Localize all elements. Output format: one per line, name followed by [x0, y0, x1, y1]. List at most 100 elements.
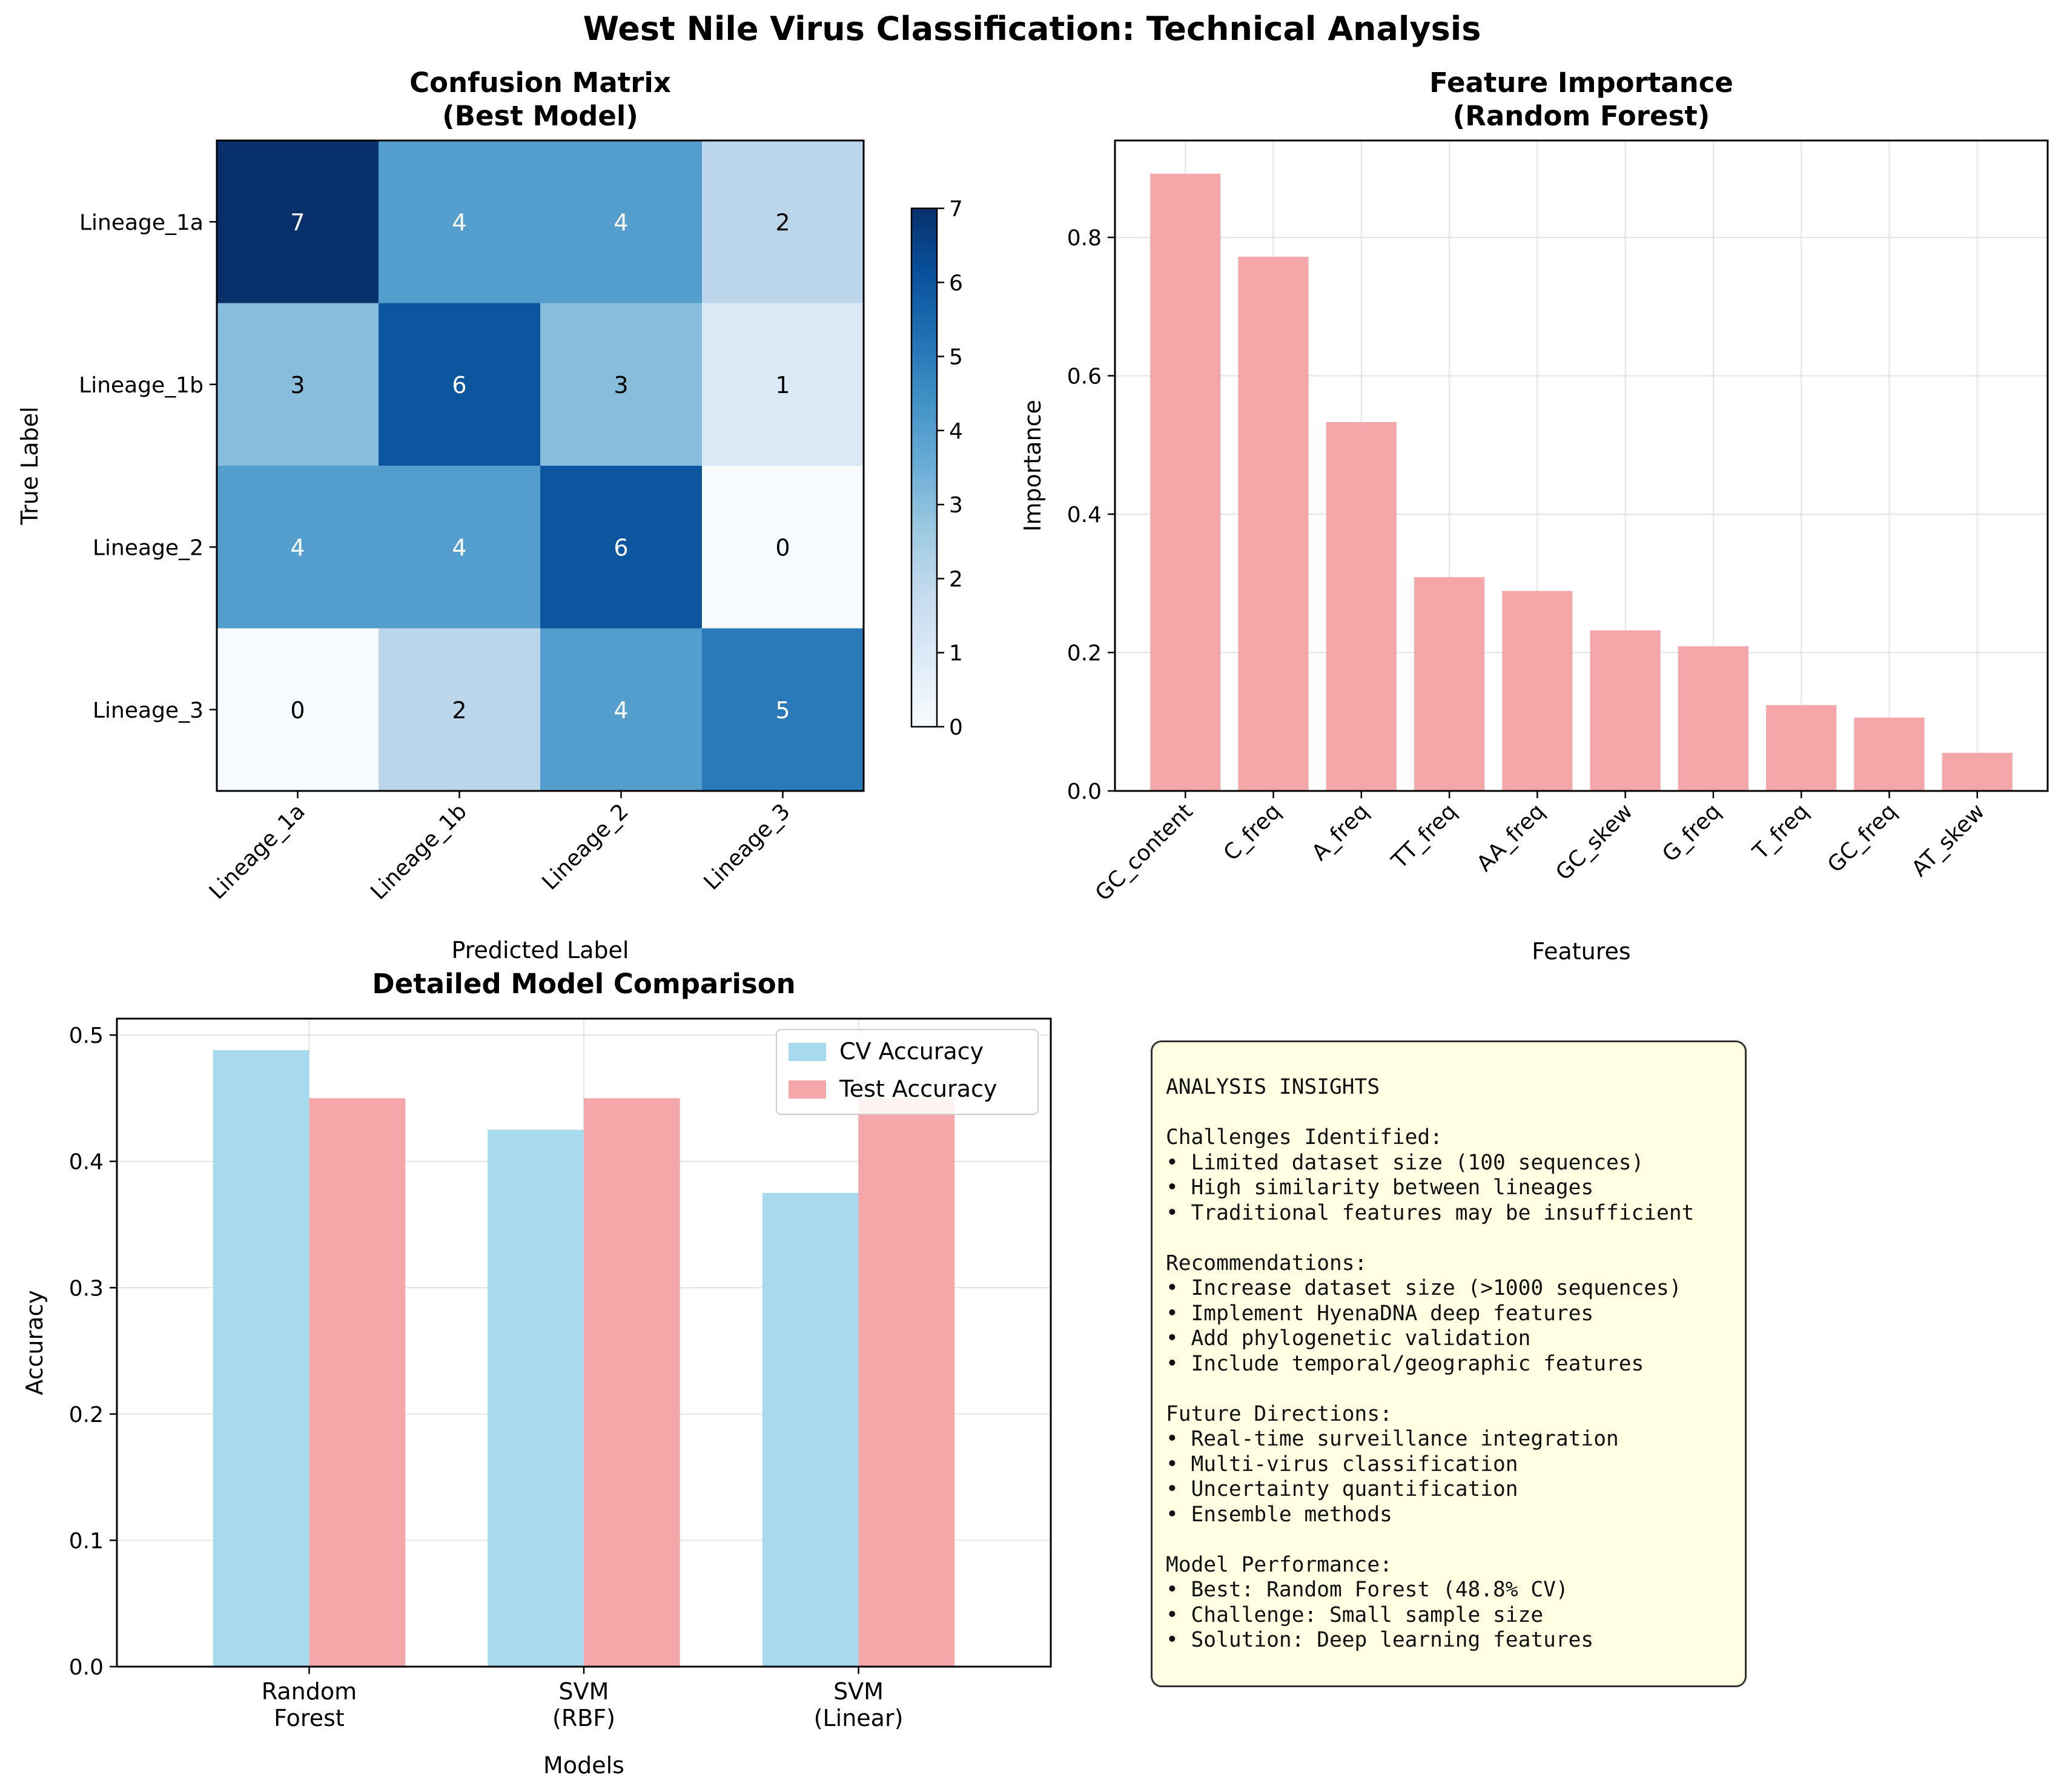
y-tick-label: 0.2 — [69, 1403, 104, 1427]
heatmap-cell — [217, 628, 379, 792]
heatmap-cell-label: 1 — [775, 372, 790, 398]
y-tick-label: 0.1 — [69, 1529, 104, 1553]
x-tick-label: Lineage_1a — [205, 799, 310, 904]
insight-line: Recommendations: — [1166, 1251, 1368, 1275]
insight-line: • Challenge: Small sample size — [1166, 1602, 1544, 1627]
insight-line — [1166, 1226, 1732, 1251]
heatmap-cell-label: 4 — [614, 697, 628, 724]
x-tick-label: SVM — [559, 1678, 609, 1705]
x-tick-label: GC_content — [1091, 799, 1198, 906]
insight-line: • Traditional features may be insufficie… — [1166, 1200, 1695, 1225]
heatmap-frame — [216, 139, 865, 792]
x-tick-label: Random — [262, 1678, 357, 1705]
x-tick-label: AA_freq — [1472, 799, 1550, 876]
legend-swatch — [789, 1080, 826, 1099]
heatmap-cell-label: 6 — [452, 372, 466, 398]
x-tick-label: Lineage_2 — [537, 799, 633, 894]
heatmap-cell-label: 5 — [775, 697, 790, 724]
heatmap-cell-label: 2 — [452, 697, 466, 724]
heatmap-cell — [540, 303, 703, 466]
chart-title: Detailed Model Comparison — [372, 968, 795, 1000]
insight-line: • Best: Random Forest (48.8% CV) — [1166, 1578, 1569, 1602]
insight-line: • High similarity between lineages — [1166, 1175, 1594, 1200]
x-axis-label: Predicted Label — [452, 937, 629, 964]
insight-line: • Limited dataset size (100 sequences) — [1166, 1150, 1644, 1175]
insight-line — [1166, 1100, 1732, 1126]
heatmap-cell — [379, 303, 541, 466]
y-tick-label: Lineage_1b — [79, 373, 203, 398]
heatmap-cell-label: 4 — [452, 534, 466, 561]
x-tick-label: AT_skew — [1907, 799, 1990, 881]
y-tick-label: Lineage_2 — [93, 535, 203, 560]
x-tick-label: G_freq — [1658, 799, 1725, 867]
bar — [1942, 753, 2013, 791]
y-axis-label: True Label — [16, 406, 43, 525]
heatmap-cell — [540, 141, 703, 303]
bar — [1854, 717, 1925, 791]
analysis-insights-box: ANALYSIS INSIGHTS Challenges Identified: •… — [1151, 1040, 1747, 1687]
y-axis-label: Importance — [1019, 400, 1046, 532]
insight-line: • Solution: Deep learning features — [1166, 1628, 1594, 1652]
heatmap-cell-label: 2 — [775, 209, 790, 236]
x-tick-label: Lineage_1b — [366, 799, 472, 905]
y-tick-label: 0.6 — [1067, 364, 1102, 389]
bar — [1502, 590, 1573, 791]
insight-line: • Add phylogenetic validation — [1166, 1326, 1531, 1351]
y-tick-label: 0.0 — [69, 1655, 104, 1680]
colorbar-tick-label: 1 — [949, 641, 963, 666]
x-tick-label: C_freq — [1219, 799, 1286, 865]
bar — [1678, 646, 1749, 791]
colorbar-tick-label: 7 — [949, 197, 963, 222]
x-tick-label: T_freq — [1748, 799, 1814, 865]
x-tick-label: Forest — [274, 1705, 345, 1731]
y-axis-label: Accuracy — [21, 1290, 48, 1395]
x-tick-label: Lineage_3 — [699, 799, 795, 894]
y-tick-label: 0.4 — [1067, 503, 1102, 527]
heatmap-cell — [702, 466, 864, 629]
bar — [1766, 705, 1837, 791]
model-comparison-chart: 0.00.10.20.30.40.5RandomForestSVM(RBF)SV… — [21, 968, 1052, 1779]
heatmap-cell — [379, 141, 541, 303]
insight-line: • Increase dataset size (>1000 sequences… — [1166, 1276, 1682, 1300]
chart-title: (Random Forest) — [1453, 100, 1710, 132]
heatmap-cell-label: 3 — [290, 372, 305, 398]
y-tick-label: Lineage_1a — [79, 210, 203, 235]
heatmap-cell-label: 6 — [614, 534, 628, 561]
chart-title: Feature Importance — [1429, 67, 1733, 99]
x-tick-label: TT_freq — [1387, 799, 1462, 874]
legend-swatch — [789, 1043, 826, 1061]
heatmap-cell — [702, 141, 864, 303]
heatmap-cell-label: 4 — [290, 534, 305, 561]
insight-line: • Include temporal/geographic features — [1166, 1351, 1644, 1376]
bar — [1326, 422, 1397, 791]
y-tick-label: 0.8 — [1067, 226, 1102, 251]
chart-title: (Best Model) — [442, 100, 638, 132]
bar — [1150, 173, 1221, 792]
bar — [858, 1098, 955, 1667]
heatmap-cell — [379, 628, 541, 792]
heatmap-cell — [379, 466, 541, 629]
insight-line: ANALYSIS INSIGHTS — [1166, 1075, 1380, 1099]
bar — [488, 1129, 584, 1667]
x-tick-label: (RBF) — [552, 1705, 615, 1731]
bar — [1238, 256, 1309, 791]
bar — [1590, 630, 1661, 791]
heatmap-cell — [702, 303, 864, 466]
insight-line: • Real-time surveillance integration — [1166, 1427, 1619, 1451]
x-tick-label: SVM — [833, 1678, 884, 1705]
bar — [584, 1098, 680, 1667]
insight-line: • Multi-virus classification — [1166, 1452, 1518, 1476]
y-tick-label: 0.2 — [1067, 641, 1102, 666]
bar — [309, 1098, 406, 1667]
insight-line: Challenges Identified: — [1166, 1125, 1443, 1149]
heatmap-cell — [702, 628, 864, 792]
colorbar — [910, 207, 938, 728]
legend — [776, 1029, 1039, 1115]
chart-title: Confusion Matrix — [409, 67, 671, 99]
feature-importance-chart: 0.0 0.2 0.4 0.6 0.8 GC_content C_freq A_freq TT_… — [1019, 67, 2049, 965]
insight-line — [1166, 1527, 1732, 1553]
x-tick-label: A_freq — [1307, 799, 1374, 865]
colorbar-tick-label: 5 — [949, 345, 963, 370]
colorbar-tick-label: 4 — [949, 419, 963, 444]
